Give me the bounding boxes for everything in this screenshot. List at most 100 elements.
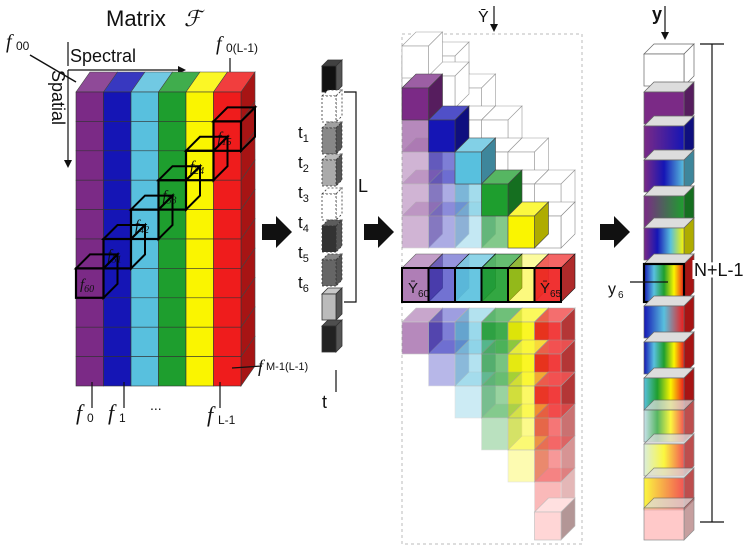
L-label: L <box>358 176 368 196</box>
fM-pointer <box>231 365 263 369</box>
spatial-label: Spatial <box>48 70 68 125</box>
output-cell-2 <box>643 115 695 159</box>
matrix-cell-4-4 <box>185 209 214 240</box>
matrix-cell-9-3 <box>158 356 187 387</box>
y6-label: y <box>608 281 616 298</box>
matrix-cell-7-1 <box>103 297 132 328</box>
matrix-cell-4-0 <box>75 209 104 240</box>
matrix-cell-6-2 <box>130 268 159 299</box>
matrix-cell-0-3 <box>158 91 187 122</box>
t-label-1: t1 <box>298 123 309 145</box>
filter-cell-7 <box>321 287 343 321</box>
matrix-cell-8-2 <box>130 326 159 357</box>
matrix-cell-1-3 <box>158 121 187 152</box>
L-bracket <box>344 91 357 303</box>
middle-strong-4-3 <box>480 169 523 217</box>
matrix-cell-6-3 <box>158 268 187 299</box>
middle-upper-4-0 <box>401 169 444 217</box>
t-bottom-label: t <box>322 392 327 412</box>
matrix-cell-4-5 <box>213 209 242 240</box>
middle-strong-1-0 <box>401 73 444 121</box>
t-label-4: t4 <box>298 213 309 235</box>
middle-upper-5-1 <box>427 201 470 249</box>
ybar6-outline-5 <box>533 267 562 303</box>
matrix-cell-3-5 <box>213 179 242 210</box>
matrix-cell-0-4 <box>185 91 214 122</box>
matrix-cell-8-1 <box>103 326 132 357</box>
matrix-title: Matrix <box>106 6 166 31</box>
matrix-cell-9-1 <box>103 356 132 387</box>
middle-lower-4-5 <box>533 435 576 483</box>
f0L-label: f <box>216 33 224 55</box>
middle-lower-3-3 <box>480 403 523 451</box>
middle-lower-1-1 <box>427 339 470 387</box>
middle-bottom-pale <box>533 497 576 541</box>
matrix-cell-5-3 <box>158 238 187 269</box>
matrix-cell-9-5 <box>213 356 242 387</box>
matrix-cell-7-4 <box>185 297 214 328</box>
step-arrow-3 <box>600 216 630 248</box>
step-arrow-1 <box>262 216 292 248</box>
matrix-cell-0-2 <box>130 91 159 122</box>
filter-t-labels: t1 t2 t3 t4 t5 t6 <box>298 123 309 295</box>
filter-cell-1 <box>321 89 343 123</box>
middle-strong-2-1 <box>427 105 470 153</box>
matrix-cell-6-5 <box>213 268 242 299</box>
fM-label: f <box>258 356 266 376</box>
matrix-cell-7-0 <box>75 297 104 328</box>
middle-lower-3-5 <box>533 403 576 451</box>
filter-cell-4 <box>321 187 343 221</box>
matrix-cell-6-4 <box>185 268 214 299</box>
matrix-cell-2-2 <box>130 150 159 181</box>
spectral-label: Spectral <box>70 46 136 66</box>
matrix-cell-2-1 <box>103 150 132 181</box>
matrix-cell-8-3 <box>158 326 187 357</box>
ybar65-sub: 65 <box>550 289 562 300</box>
f00-sub: 00 <box>16 39 30 53</box>
matrix-cell-8-4 <box>185 326 214 357</box>
middle-strong-5-4 <box>507 201 550 249</box>
f00-label: f <box>6 31 14 53</box>
matrix-cell-7-2 <box>130 297 159 328</box>
middle-ybar6-row <box>401 253 576 303</box>
filter-cells <box>321 59 343 353</box>
ybar-top-label: Ȳ <box>478 8 489 26</box>
svg-text:0: 0 <box>87 411 94 425</box>
f0L-sub: 0(L-1) <box>226 41 258 55</box>
matrix-cell-8-0 <box>75 326 104 357</box>
middle-lower-4-4 <box>507 435 550 483</box>
matrix-cell-9-4 <box>185 356 214 387</box>
matrix-symbol: ℱ <box>184 6 205 31</box>
ybar60-label: Ȳ <box>408 280 418 297</box>
spectral-axis <box>67 42 178 71</box>
t-label-5: t5 <box>298 243 309 265</box>
length-label: N+L-1 <box>694 260 744 280</box>
matrix-cell-6-0 <box>75 268 104 299</box>
length-bracket <box>700 43 724 523</box>
y-label: y <box>652 4 662 24</box>
t-label-2: t2 <box>298 153 309 175</box>
middle-strong-3-2 <box>454 137 497 185</box>
output-cell-0 <box>643 43 695 87</box>
output-cell-6 <box>642 253 695 304</box>
filter-cell-6 <box>321 253 343 287</box>
matrix-cell-7-5 <box>213 297 242 328</box>
filter-cell-0 <box>321 59 343 93</box>
ybar6-cell-5 <box>533 253 576 303</box>
svg-text:1: 1 <box>119 411 126 425</box>
matrix-panel: Matrix ℱ f 00 Spectral Spatial f 0(L-1) … <box>6 6 308 427</box>
matrix-cell-1-1 <box>103 121 132 152</box>
svg-text:f: f <box>76 400 85 425</box>
matrix-cell-1-0 <box>75 121 104 152</box>
output-cell-13 <box>643 497 695 541</box>
matrix-cell-0-1 <box>103 91 132 122</box>
ybar65-label: Ȳ <box>540 280 550 297</box>
bottom-fL: f L-1 <box>207 382 236 427</box>
svg-text:f: f <box>108 400 117 425</box>
output-cells <box>642 43 695 541</box>
svg-text:f: f <box>207 402 216 427</box>
spatial-arrowhead <box>64 160 72 168</box>
bottom-ellipsis: ... <box>150 397 162 413</box>
